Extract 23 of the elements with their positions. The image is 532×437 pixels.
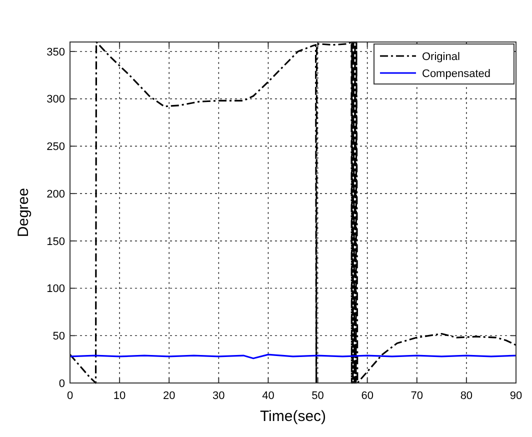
y-axis-title: Degree bbox=[15, 188, 32, 238]
x-tick-label: 80 bbox=[460, 390, 473, 402]
x-tick-label: 20 bbox=[162, 390, 176, 402]
x-tick-label: 0 bbox=[66, 390, 74, 402]
x-tick-label: 70 bbox=[410, 390, 424, 402]
x-tick-label: 60 bbox=[361, 390, 374, 402]
legend-label: Compensated bbox=[422, 68, 490, 80]
y-tick-label: 300 bbox=[46, 94, 65, 106]
x-tick-label: 30 bbox=[212, 390, 225, 402]
x-tick-label: 50 bbox=[312, 390, 324, 402]
legend-label: Original bbox=[422, 50, 460, 63]
y-tick-label: 200 bbox=[46, 188, 65, 200]
y-tick-label: 250 bbox=[46, 141, 65, 154]
y-tick-label: 150 bbox=[46, 236, 65, 248]
x-tick-label: 90 bbox=[510, 390, 522, 402]
y-tick-label: 50 bbox=[52, 330, 65, 342]
x-axis-title: Time(sec) bbox=[260, 408, 326, 425]
y-tick-label: 0 bbox=[58, 378, 65, 390]
x-tick-label: 40 bbox=[262, 390, 274, 402]
y-tick-label: 350 bbox=[46, 46, 65, 58]
x-tick-label: 10 bbox=[113, 390, 126, 402]
line-series bbox=[69, 41, 517, 384]
y-tick-label: 100 bbox=[46, 283, 65, 296]
